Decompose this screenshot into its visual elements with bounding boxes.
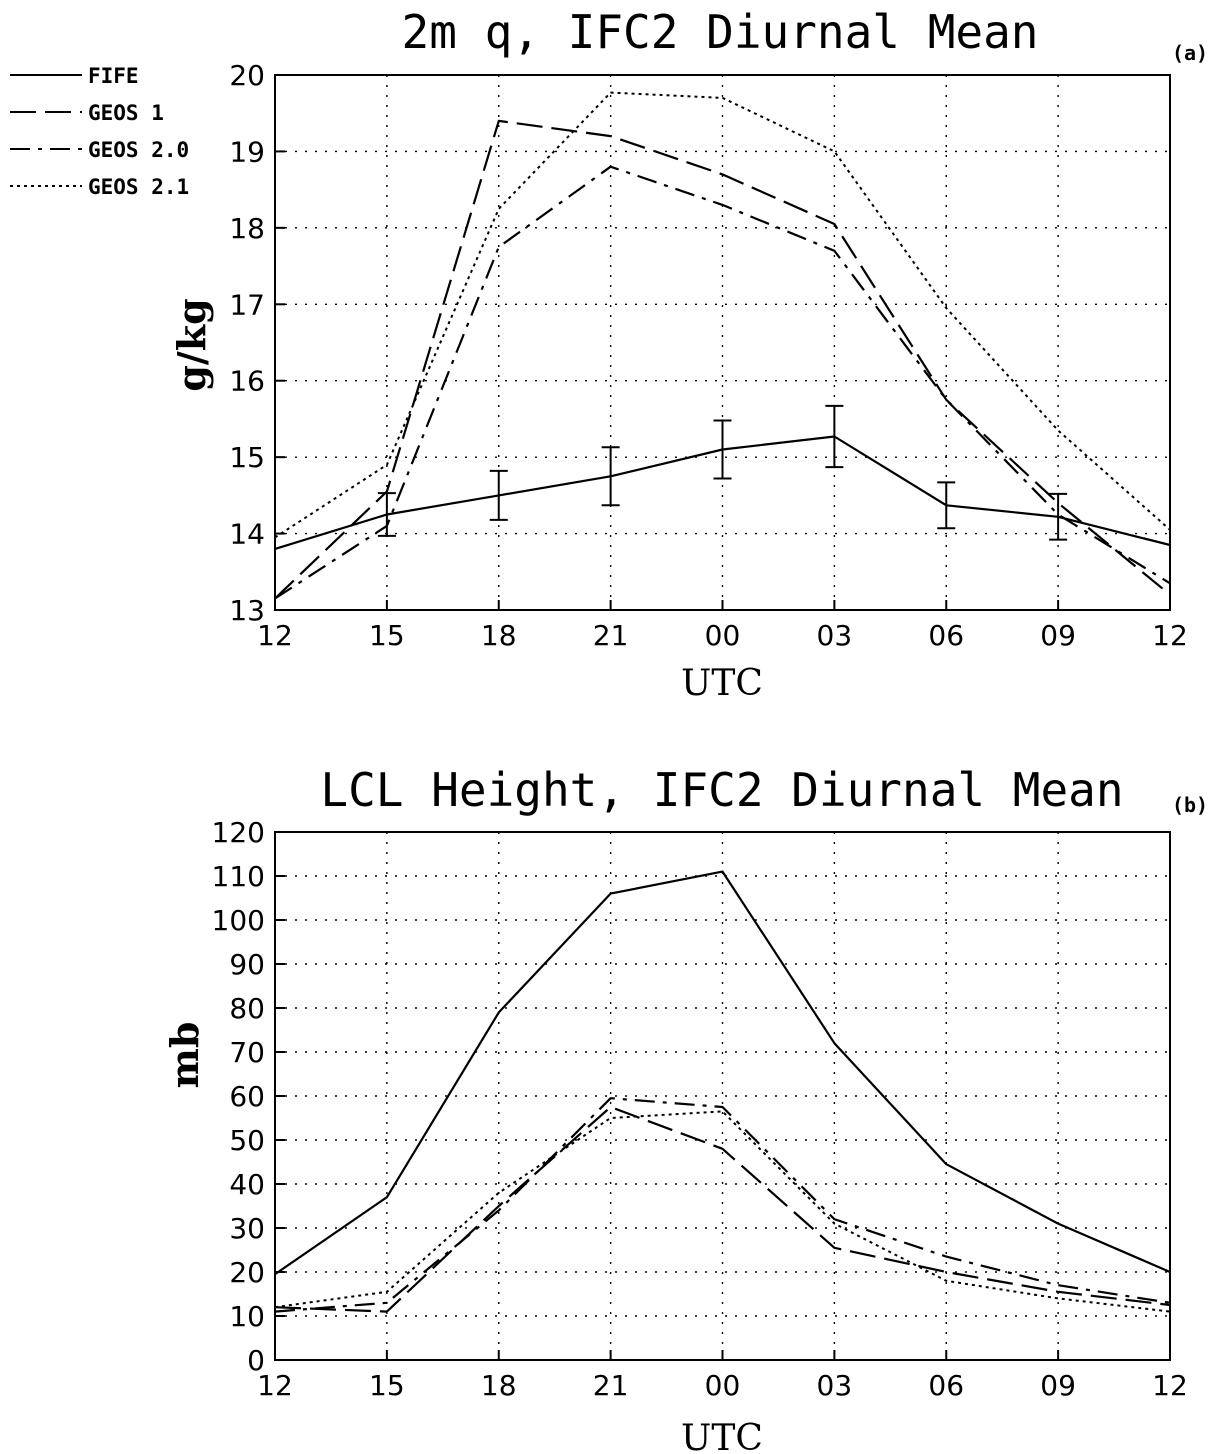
panel-b-ytick-label: 110 [212, 860, 265, 893]
panel-b-xtick-label: 03 [817, 1369, 853, 1402]
panel-b-ytick-label: 20 [229, 1256, 265, 1289]
panel-a-xtick-label: 09 [1040, 619, 1076, 652]
panel-a-series-geos-2-0 [274, 165, 1171, 600]
panel-a-xtick-label: 21 [593, 619, 629, 652]
panel-a-error-bar [377, 492, 396, 537]
panel-b-xtick-label: 09 [1040, 1369, 1076, 1402]
panel-b-xtick-label: 06 [928, 1369, 964, 1402]
panel-b-xtick-label: 18 [481, 1369, 517, 1402]
panel-b-xtick-label: 21 [593, 1369, 629, 1402]
panel-b-xtick-label: 00 [705, 1369, 741, 1402]
panel-a-error-bar [825, 404, 844, 469]
legend-label: GEOS 2.1 [88, 175, 189, 199]
panel-a-ylabel: g/kg [169, 298, 214, 391]
panel-b-xtick-label: 12 [1152, 1369, 1188, 1402]
panel-b-grid [275, 832, 1170, 1360]
panel-b-xtick-label: 12 [257, 1369, 293, 1402]
legend-label: GEOS 2.0 [88, 138, 189, 162]
panel-b-ytick-label: 50 [229, 1124, 265, 1157]
panel-b-series-geos-2-1 [274, 1110, 1171, 1313]
legend-item: FIFE [10, 64, 139, 88]
panel-b-ytick-label: 90 [229, 948, 265, 981]
panel-a-xtick-label: 12 [257, 619, 293, 652]
panel-a-error-bar [601, 446, 620, 507]
panel-b-ytick-label: 80 [229, 992, 265, 1025]
panel-a-label: (a) [1172, 41, 1208, 65]
panel-b-series-fife [274, 870, 1171, 1276]
legend-label: GEOS 1 [88, 101, 164, 125]
panel-a-error-bar [1049, 492, 1068, 541]
panel-a-xtick-label: 00 [705, 619, 741, 652]
panel-a-ytick-label: 16 [229, 365, 265, 398]
panel-b-ticks: 12 15 18 21 00 03 06 09 120102030405060708090100… [212, 816, 1188, 1402]
panel-a-grid [275, 75, 1170, 610]
panel-b-ytick-label: 70 [229, 1036, 265, 1069]
panel-b-xlabel: UTC [681, 1418, 763, 1454]
panel-b-xtick-label: 15 [369, 1369, 405, 1402]
panel-b-ytick-label: 60 [229, 1080, 265, 1113]
panel-a-xtick-label: 18 [481, 619, 517, 652]
panel-a-xtick-label: 03 [817, 619, 853, 652]
panel-a-xlabel: UTC [681, 663, 763, 704]
panel-a-ytick-label: 17 [229, 288, 265, 321]
panel-a-xtick-label: 12 [1152, 619, 1188, 652]
panel-a-ytick-label: 20 [229, 59, 265, 92]
panel-a-series-geos-2-1 [274, 91, 1171, 539]
panel-a-ytick-label: 14 [229, 518, 265, 551]
panel-a-ytick-label: 19 [229, 135, 265, 168]
panel-b-series [274, 870, 1171, 1313]
panel-a-xtick-label: 15 [369, 619, 405, 652]
panel-b-ytick-label: 0 [247, 1344, 265, 1377]
legend-item: GEOS 2.0 [10, 138, 189, 162]
panel-b-ytick-label: 100 [212, 904, 265, 937]
panel-a-error-bar [713, 419, 732, 480]
panel-a-ytick-label: 18 [229, 212, 265, 245]
panel-b-title: LCL Height, IFC2 Diurnal Mean [320, 763, 1123, 817]
panel-b-ytick-label: 40 [229, 1168, 265, 1201]
panel-b: LCL Height, IFC2 Diurnal Mean (b) mb UTC… [162, 763, 1208, 1454]
panel-a: 2m q, IFC2 Diurnal Mean (a) g/kg UTC 12 1… [169, 5, 1208, 704]
panel-a-series-geos-1 [274, 119, 1171, 600]
panel-b-frame [274, 831, 1171, 1361]
panel-b-ylabel: mb [162, 1022, 207, 1089]
panel-a-error-bar [937, 481, 956, 530]
panel-b-series-geos-1 [274, 1105, 1171, 1313]
legend-item: GEOS 1 [10, 101, 164, 125]
panel-a-ytick-label: 13 [229, 594, 265, 627]
panel-b-ytick-label: 120 [212, 816, 265, 849]
legend-item: GEOS 2.1 [10, 175, 189, 199]
panel-b-ytick-label: 10 [229, 1300, 265, 1333]
panel-a-ytick-label: 15 [229, 441, 265, 474]
panel-b-series-geos-2-0 [274, 1097, 1171, 1313]
legend-label: FIFE [88, 64, 139, 88]
panel-a-frame [274, 74, 1171, 611]
panel-a-title: 2m q, IFC2 Diurnal Mean [402, 5, 1039, 59]
panel-a-error-bar [489, 469, 508, 521]
legend: FIFE GEOS 1 GEOS 2.0 GEOS 2.1 [10, 64, 189, 199]
panel-b-ytick-label: 30 [229, 1212, 265, 1245]
panel-b-label: (b) [1172, 793, 1208, 817]
panel-a-series [274, 91, 1171, 600]
panel-a-xtick-label: 06 [928, 619, 964, 652]
